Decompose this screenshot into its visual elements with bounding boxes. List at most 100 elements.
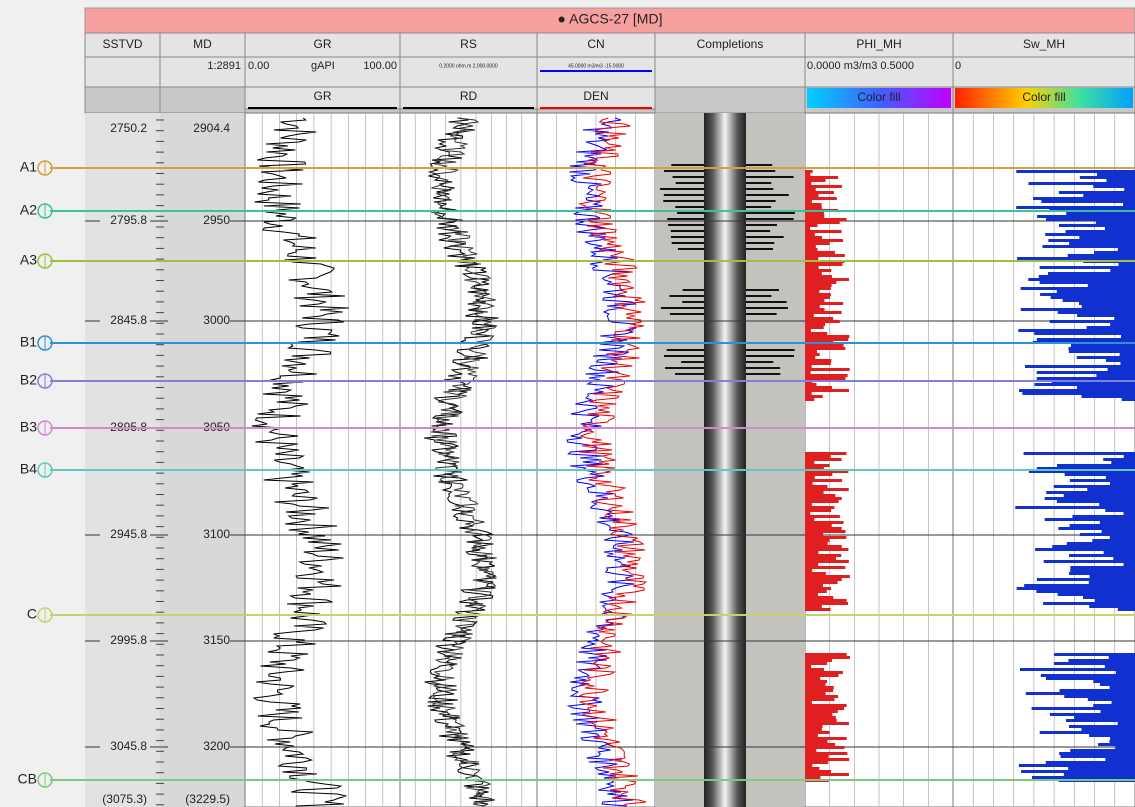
phi-fill [805, 329, 811, 332]
phi-fill [805, 335, 850, 338]
sw-fill [1109, 482, 1135, 485]
sw-fill [1115, 746, 1135, 749]
sw-fill [1089, 575, 1135, 578]
phi-fill [805, 542, 828, 545]
fill-label: Color fill [1022, 90, 1065, 104]
sw-fill [1092, 539, 1135, 542]
track [244, 112, 401, 807]
sw-fill [1034, 383, 1135, 386]
phi-fill [805, 290, 820, 293]
sw-fill [1094, 599, 1135, 602]
phi-fill [805, 467, 824, 470]
sw-fill [1106, 359, 1135, 362]
phi-fill [805, 764, 813, 767]
label-bg [168, 739, 230, 755]
sw-fill [1068, 767, 1135, 770]
phi-fill [805, 731, 830, 734]
label-bg [168, 633, 230, 649]
sw-fill [1049, 713, 1135, 716]
phi-fill [805, 737, 847, 740]
top-name: C [27, 606, 37, 622]
log-curve [431, 117, 498, 807]
column-name: RS [460, 37, 477, 51]
sw-fill [1022, 392, 1135, 395]
phi-fill [805, 269, 832, 272]
phi-fill [805, 569, 813, 572]
phi-fill [805, 758, 850, 761]
sw-fill [1081, 728, 1135, 731]
phi-fill [805, 170, 813, 173]
sw-fill [1093, 704, 1135, 707]
phi-fill [805, 305, 820, 308]
sw-fill [1123, 563, 1135, 566]
sw-fill [1040, 674, 1135, 677]
label-bg [100, 739, 150, 755]
sw-fill [1063, 494, 1135, 497]
phi-fill [805, 686, 834, 689]
phi-fill [805, 674, 839, 677]
sw-fill [1017, 257, 1135, 260]
phi-fill [805, 176, 839, 179]
sw-fill [1070, 344, 1135, 347]
top-name: B3 [20, 419, 37, 435]
sw-fill [1070, 566, 1135, 569]
phi-fill [805, 503, 812, 506]
phi-fill [805, 659, 832, 662]
curve-name: RD [460, 89, 478, 103]
phi-fill [805, 554, 842, 557]
phi-fill [805, 560, 849, 563]
phi-fill [805, 524, 832, 527]
phi-fill [805, 326, 824, 329]
sw-fill [1093, 185, 1135, 188]
phi-fill [805, 197, 837, 200]
phi-fill [805, 215, 825, 218]
sw-fill [1028, 278, 1135, 281]
sw-fill [1044, 497, 1135, 500]
phi-fill [805, 743, 836, 746]
phi-fill [805, 251, 835, 254]
phi-fill [805, 173, 811, 176]
column-name: Sw_MH [1023, 37, 1065, 51]
phi-fill [805, 500, 839, 503]
sw-fill [1031, 707, 1135, 710]
sw-fill [1068, 659, 1135, 662]
scale: 0.2000 ohm.m 2,000.0000 [439, 63, 498, 69]
sw-fill [1031, 776, 1135, 779]
sw-fill [1111, 461, 1135, 464]
sw-fill [1056, 290, 1135, 293]
title-bar [84, 7, 1135, 34]
phi-fill [805, 656, 850, 659]
sw-fill [1019, 389, 1135, 392]
track [399, 112, 538, 807]
phi-fill [805, 389, 850, 392]
phi-fill [805, 281, 837, 284]
sw-fill [1123, 203, 1135, 206]
sw-fill [1093, 680, 1135, 683]
sw-fill [1121, 335, 1135, 338]
phi-fill [805, 767, 820, 770]
phi-fill [805, 350, 817, 353]
sw-fill [1113, 557, 1135, 560]
phi-fill [805, 191, 834, 194]
sw-fill [1058, 527, 1135, 530]
phi-fill [805, 482, 813, 485]
sw-fill [1036, 371, 1135, 374]
sw-fill [1077, 314, 1135, 317]
sstvd-label: (3075.3) [102, 792, 147, 806]
scale-min: 0.00 [248, 60, 269, 72]
sw-fill [1033, 197, 1135, 200]
sw-fill [1069, 572, 1135, 575]
md-label: (3229.5) [185, 792, 230, 806]
sw-fill [1039, 731, 1135, 734]
phi-fill [805, 518, 815, 521]
phi-fill [805, 584, 823, 587]
phi-fill [805, 287, 831, 290]
sw-fill [1105, 509, 1135, 512]
sw-fill [1081, 395, 1135, 398]
log-curve [577, 117, 648, 807]
scale: 0.0000 m3/m3 0.5000 [807, 60, 914, 72]
sw-fill [1066, 212, 1135, 215]
sw-fill [1119, 353, 1135, 356]
phi-fill [805, 242, 830, 245]
